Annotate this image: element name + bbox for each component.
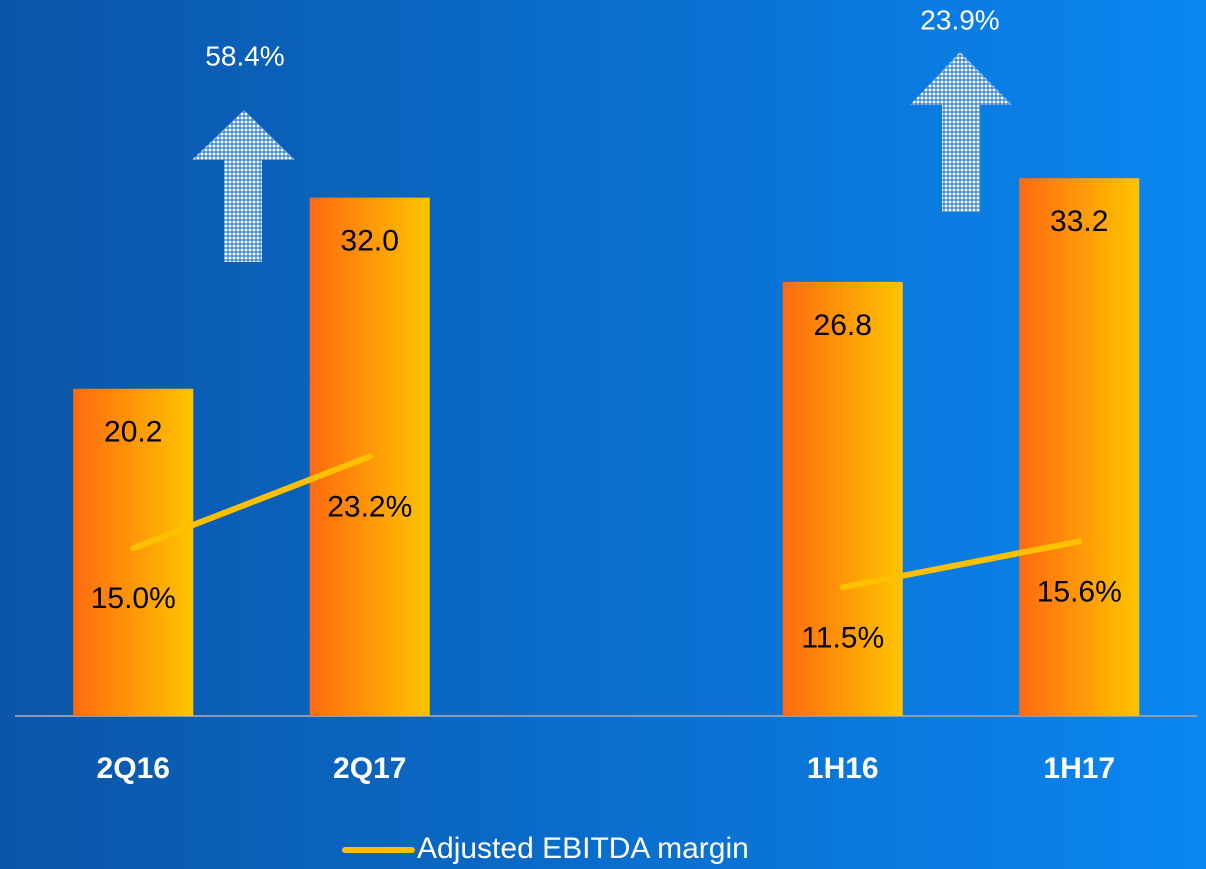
annotation: 58.4%	[205, 40, 284, 71]
data-label: 32.0	[341, 225, 399, 258]
data-label: 15.0%	[91, 582, 176, 615]
bar	[1019, 178, 1140, 716]
data-label: 26.8	[814, 309, 872, 342]
line	[130, 453, 1083, 591]
x-tick-label: 1H17	[1043, 752, 1115, 785]
data-label: 20.2	[104, 416, 162, 449]
x-tick-label: 1H16	[807, 752, 879, 785]
data-label: 11.5%	[801, 621, 884, 654]
growth-arrow	[910, 52, 1012, 212]
growth-arrow	[192, 110, 295, 262]
bar	[782, 281, 903, 716]
annotation: 23.9%	[920, 4, 999, 35]
data-label: 15.6%	[1037, 575, 1122, 608]
data-label: 23.2%	[327, 490, 412, 523]
data-label: 33.2	[1050, 205, 1108, 238]
legend-label: Adjusted EBITDA margin	[417, 832, 749, 865]
x-tick-label: 2Q16	[97, 752, 170, 785]
x-tick-label: 2Q17	[333, 752, 406, 785]
bar	[73, 388, 194, 716]
